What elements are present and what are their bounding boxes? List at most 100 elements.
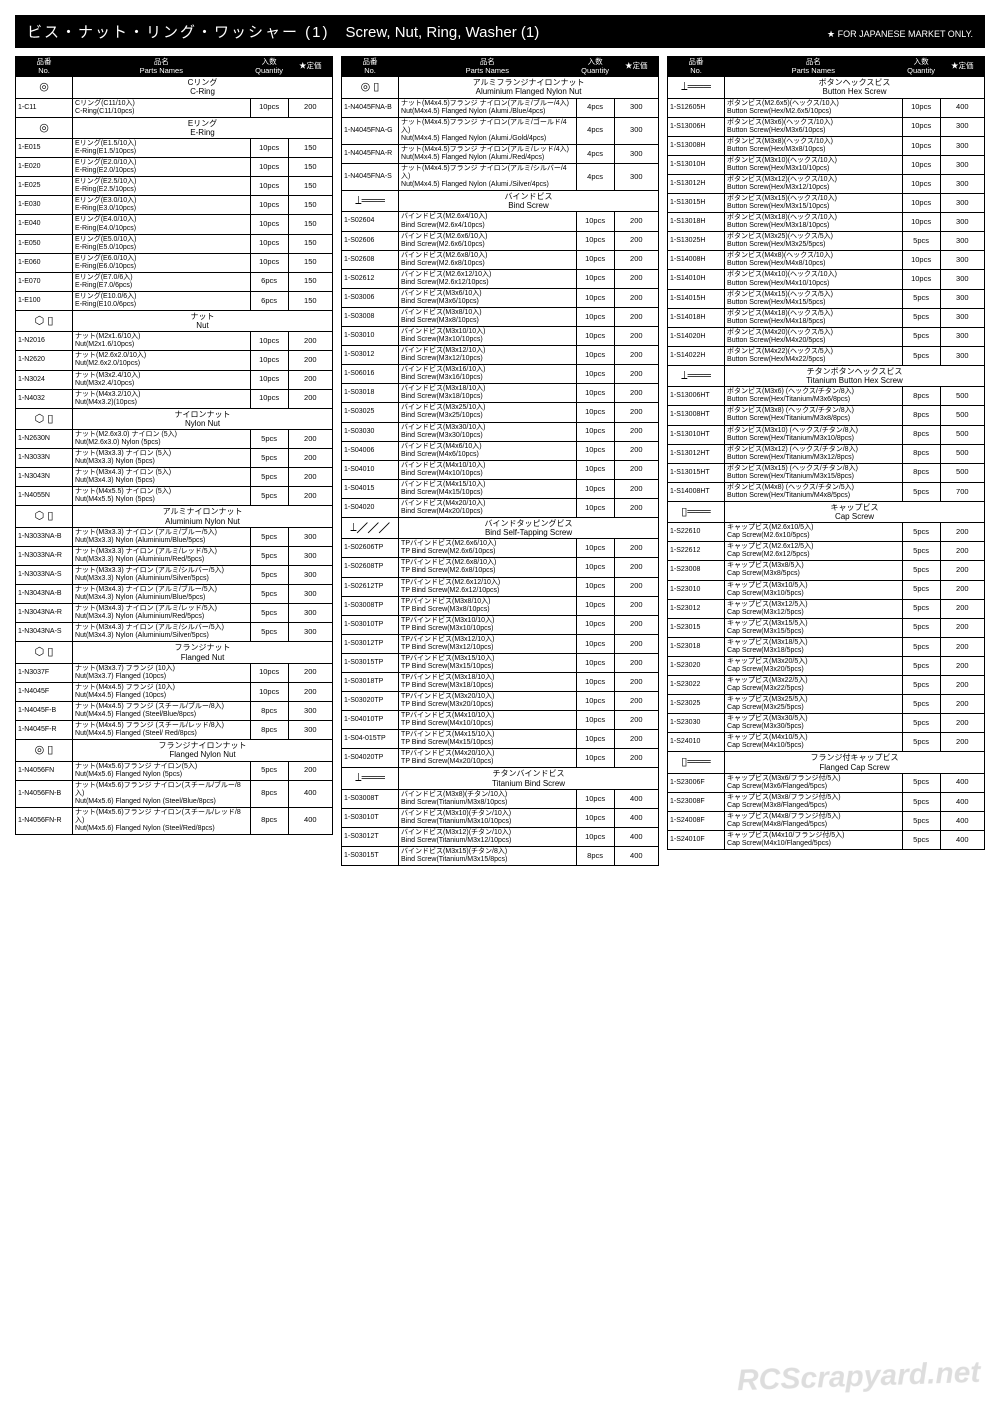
part-price: 300: [288, 546, 332, 565]
content-columns: 品番No. 品名Parts Names 入数Quantity ★定価 ◎ Cリン…: [15, 56, 985, 866]
part-price: 300: [940, 289, 984, 308]
part-qty: 10pcs: [576, 615, 614, 634]
part-no: 1-S13006H: [668, 117, 725, 136]
part-qty: 10pcs: [576, 577, 614, 596]
part-qty: 5pcs: [902, 561, 940, 580]
part-qty: 10pcs: [576, 269, 614, 288]
part-qty: 10pcs: [250, 158, 288, 177]
part-price: 700: [940, 482, 984, 501]
part-row: 1-S14008H ボタンビス(M4x8)(ヘックス/10入)Button Sc…: [668, 251, 985, 270]
part-price: 200: [288, 663, 332, 682]
watermark: RCScrapyard.net: [736, 1356, 980, 1398]
part-name: キャップビス(M3x10/5入)Cap Screw(M3x10/5pcs): [725, 580, 903, 599]
part-row: 1-S03015TP TPバインドビス(M3x15/10入)TP Bind Sc…: [342, 653, 659, 672]
part-name: キャップビス(M4x8/フランジ付/5入)Cap Screw(M4x8/Flan…: [725, 811, 903, 830]
part-name: TPバインドビス(M2.6x8/10入)TP Bind Screw(M2.6x8…: [399, 558, 577, 577]
part-no: 1-S03008TP: [342, 596, 399, 615]
part-price: 200: [614, 479, 658, 498]
part-no: 1-S03018TP: [342, 673, 399, 692]
part-name: ボタンビス(M3x15)(ヘックス/10入)Button Screw(Hex/M…: [725, 194, 903, 213]
part-row: 1-S13010HT ボタンビス(M3x10) (ヘックス/チタン/8入)But…: [668, 425, 985, 444]
part-name: キャップビス(M3x8/フランジ付/5入)Cap Screw(M3x8/Flan…: [725, 792, 903, 811]
part-row: 1-S03015T バインドビス(M3x15)(チタン/8入)Bind Scre…: [342, 847, 659, 866]
part-name: ボタンビス(M3x12) (ヘックス/チタン/8入)Button Screw(H…: [725, 444, 903, 463]
part-row: 1-N4045F-B ナット(M4x4.5) フランジ (スチール/ブルー/8入…: [16, 701, 333, 720]
part-row: 1-S04010 バインドビス(M4x10/10入)Bind Screw(M4x…: [342, 460, 659, 479]
part-qty: 5pcs: [902, 792, 940, 811]
part-price: 300: [614, 163, 658, 190]
part-qty: 5pcs: [902, 289, 940, 308]
part-row: 1-N4045FNA-R ナット(M4x4.5)フランジ ナイロン(アルミ/レッ…: [342, 144, 659, 163]
part-no: 1-S13012HT: [668, 444, 725, 463]
part-row: 1-S13010H ボタンビス(M3x10)(ヘックス/10入)Button S…: [668, 155, 985, 174]
part-row: 1-S06016 バインドビス(M3x16/10入)Bind Screw(M3x…: [342, 365, 659, 384]
part-qty: 10pcs: [576, 460, 614, 479]
section-icon: ◎: [16, 77, 73, 98]
part-price: 300: [288, 623, 332, 642]
part-price: 300: [940, 346, 984, 365]
part-no: 1-N3037F: [16, 663, 73, 682]
section-header: ⟘═══ バインドビスBind Screw: [342, 191, 659, 212]
part-no: 1-E030: [16, 196, 73, 215]
part-name: キャップビス(M2.6x12/5入)Cap Screw(M2.6x12/5pcs…: [725, 542, 903, 561]
part-qty: 10pcs: [576, 307, 614, 326]
part-name: ナット(M3x3.3) ナイロン (アルミ/シルバー/5入)Nut(M3x3.3…: [73, 566, 251, 585]
part-qty: 10pcs: [902, 213, 940, 232]
part-no: 1-S06016: [342, 365, 399, 384]
part-name: Eリング(E6.0/10入)E-Ring(E6.0/10pcs): [73, 253, 251, 272]
part-name: キャップビス(M4x10/フランジ付/5入)Cap Screw(M4x10/Fl…: [725, 831, 903, 850]
part-name: ナット(M3x2.4/10入)Nut(M3x2.4/10pcs): [73, 370, 251, 389]
part-row: 1-S02606 バインドビス(M2.6x6/10入)Bind Screw(M2…: [342, 231, 659, 250]
part-row: 1-E030 Eリング(E3.0/10入)E-Ring(E3.0/10pcs) …: [16, 196, 333, 215]
part-no: 1-S23015: [668, 618, 725, 637]
part-no: 1-S23022: [668, 676, 725, 695]
part-no: 1-S24010: [668, 733, 725, 752]
part-name: TPバインドビス(M3x10/10入)TP Bind Screw(M3x10/1…: [399, 615, 577, 634]
part-row: 1-S13006H ボタンビス(M3x6)(ヘックス/10入)Button Sc…: [668, 117, 985, 136]
part-qty: 10pcs: [902, 117, 940, 136]
part-price: 150: [288, 139, 332, 158]
part-name: バインドビス(M3x16/10入)Bind Screw(M3x16/10pcs): [399, 365, 577, 384]
part-row: 1-S02608TP TPバインドビス(M2.6x8/10入)TP Bind S…: [342, 558, 659, 577]
part-price: 300: [940, 270, 984, 289]
part-price: 200: [614, 634, 658, 653]
part-no: 1-S24010F: [668, 831, 725, 850]
part-no: 1-S14008H: [668, 251, 725, 270]
part-row: 1-N2620 ナット(M2.6x2.0/10入)Nut(M2.6x2.0/10…: [16, 351, 333, 370]
section-name: ナイロンナットNylon Nut: [73, 408, 333, 429]
part-price: 300: [940, 213, 984, 232]
part-row: 1-S23008F キャップビス(M3x8/フランジ付/5入)Cap Screw…: [668, 792, 985, 811]
part-row: 1-N4045FNA-B ナット(M4x4.5)フランジ ナイロン(アルミ/ブル…: [342, 98, 659, 117]
parts-table: 品番No. 品名Parts Names 入数Quantity ★定価 ⟘═══ …: [667, 56, 985, 850]
section-header: ⟘═══ チタンボタンヘックスビスTitanium Button Hex Scr…: [668, 365, 985, 386]
part-name: バインドビス(M3x25/10入)Bind Screw(M3x25/10pcs): [399, 403, 577, 422]
part-row: 1-S23022 キャップビス(M3x22/5入)Cap Screw(M3x22…: [668, 676, 985, 695]
part-price: 200: [614, 384, 658, 403]
part-qty: 8pcs: [902, 425, 940, 444]
part-price: 200: [614, 730, 658, 749]
part-name: キャップビス(M3x20/5入)Cap Screw(M3x20/5pcs): [725, 656, 903, 675]
part-price: 200: [614, 539, 658, 558]
part-price: 200: [288, 761, 332, 780]
part-qty: 8pcs: [250, 701, 288, 720]
part-price: 200: [614, 692, 658, 711]
part-row: 1-S14018H ボタンビス(M4x18)(ヘックス/5入)Button Sc…: [668, 308, 985, 327]
part-price: 200: [288, 468, 332, 487]
part-name: バインドビス(M2.6x6/10入)Bind Screw(M2.6x6/10pc…: [399, 231, 577, 250]
part-qty: 10pcs: [576, 749, 614, 768]
part-name: キャップビス(M3x18/5入)Cap Screw(M3x18/5pcs): [725, 637, 903, 656]
part-name: ボタンビス(M3x18)(ヘックス/10入)Button Screw(Hex/M…: [725, 213, 903, 232]
part-qty: 8pcs: [902, 387, 940, 406]
part-row: 1-N3024 ナット(M3x2.4/10入)Nut(M3x2.4/10pcs)…: [16, 370, 333, 389]
part-no: 1-S04015: [342, 479, 399, 498]
part-name: バインドビス(M4x10/10入)Bind Screw(M4x10/10pcs): [399, 460, 577, 479]
part-row: 1-S23018 キャップビス(M3x18/5入)Cap Screw(M3x18…: [668, 637, 985, 656]
part-row: 1-N3033NA-B ナット(M3x3.3) ナイロン (アルミ/ブルー/5入…: [16, 527, 333, 546]
part-no: 1-S14010H: [668, 270, 725, 289]
column-3: 品番No. 品名Parts Names 入数Quantity ★定価 ⟘═══ …: [667, 56, 985, 866]
section-name: キャップビスCap Screw: [725, 501, 985, 522]
part-row: 1-E025 Eリング(E2.5/10入)E-Ring(E2.5/10pcs) …: [16, 177, 333, 196]
part-price: 150: [288, 253, 332, 272]
part-qty: 10pcs: [250, 370, 288, 389]
part-qty: 10pcs: [576, 365, 614, 384]
